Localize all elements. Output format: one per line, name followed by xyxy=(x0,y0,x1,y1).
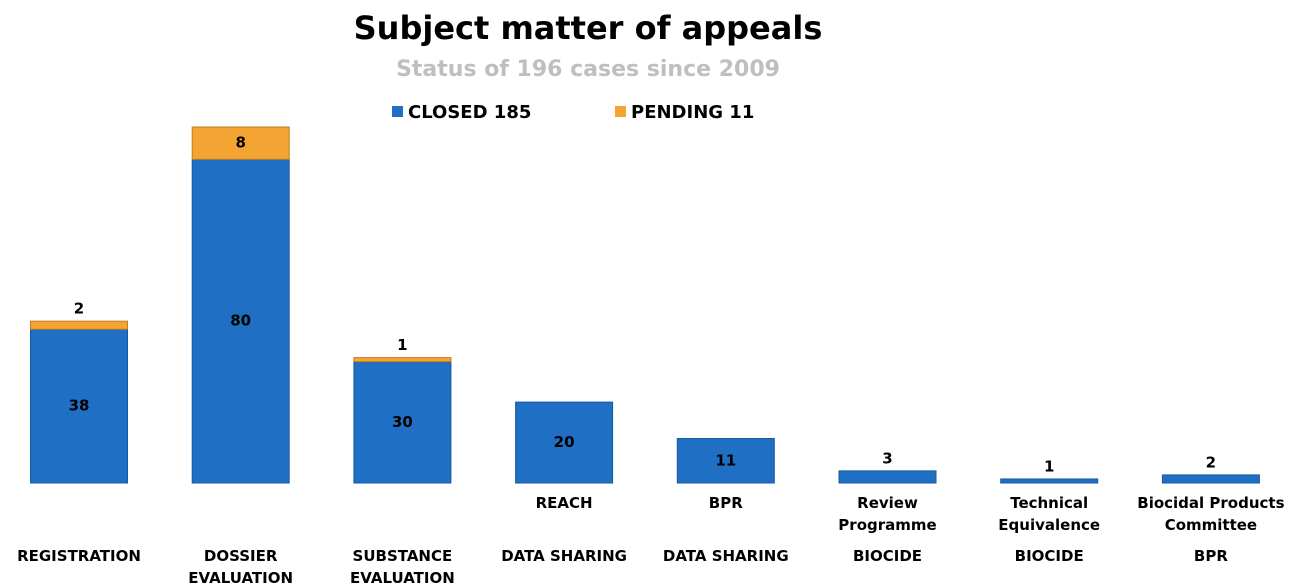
legend-swatch xyxy=(615,106,626,117)
bar-segment xyxy=(676,438,775,484)
x-tick-label: BIOCIDE xyxy=(1014,547,1084,565)
legend-label: PENDING 11 xyxy=(631,102,754,123)
x-subcategory-label: REACH xyxy=(535,494,593,512)
x-tick-label: DATA SHARING xyxy=(662,547,789,565)
chart-subtitle: Status of 196 cases since 2009 xyxy=(396,57,780,82)
bar-segment xyxy=(838,470,937,484)
bar-segment xyxy=(353,357,452,363)
data-label: 38 xyxy=(69,397,90,415)
bar-segment xyxy=(1000,478,1099,484)
data-label: 2 xyxy=(1206,453,1216,471)
x-subcategory-label: BPR xyxy=(708,494,743,512)
x-subcategory-label: Technical Equivalence xyxy=(998,494,1101,534)
data-label: 80 xyxy=(230,312,251,330)
x-tick-label: DOSSIER EVALUATION xyxy=(188,547,294,586)
legend-label: CLOSED 185 xyxy=(408,102,531,123)
bar-segment xyxy=(1161,474,1260,484)
x-tick-label: SUBSTANCE EVALUATION xyxy=(350,547,455,586)
data-label: 1 xyxy=(1044,457,1054,475)
data-label: 8 xyxy=(235,134,245,152)
bar-segment xyxy=(515,401,614,484)
bar-segment xyxy=(353,361,452,484)
x-tick-label: REGISTRATION xyxy=(17,547,141,565)
data-label: 20 xyxy=(554,433,575,451)
x-subcategory-label: Review Programme xyxy=(838,494,937,534)
bar-segment xyxy=(191,126,290,160)
data-label: 2 xyxy=(74,300,84,318)
data-label: 1 xyxy=(397,336,407,354)
x-tick-label: BIOCIDE xyxy=(852,547,923,565)
chart-title: Subject matter of appeals xyxy=(354,9,823,47)
legend-swatch xyxy=(392,106,403,117)
data-label: 3 xyxy=(882,449,892,467)
x-tick-label: BPR xyxy=(1193,547,1228,565)
bar-segment xyxy=(30,320,128,330)
x-tick-label: DATA SHARING xyxy=(501,547,627,565)
x-subcategory-label: Biocidal Products Committee xyxy=(1137,494,1285,534)
data-label: 11 xyxy=(715,451,736,469)
data-label: 30 xyxy=(392,413,413,431)
